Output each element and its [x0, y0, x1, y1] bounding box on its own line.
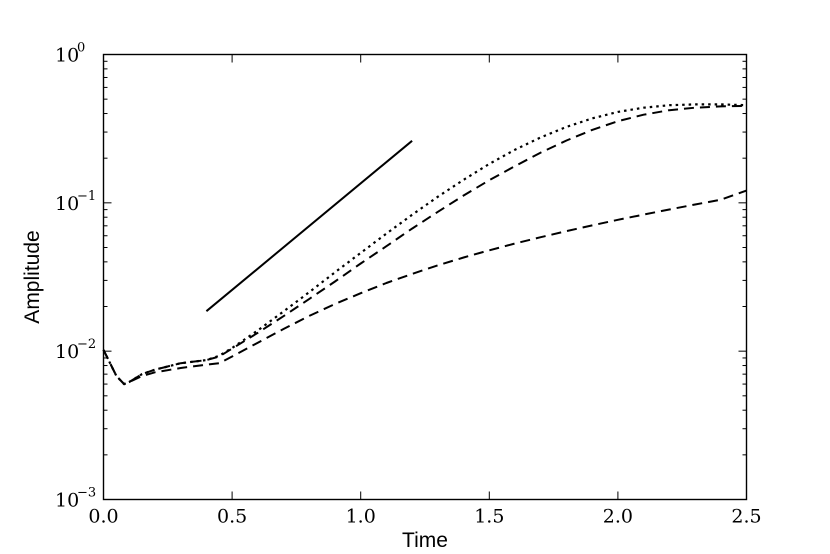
series-line-3 [102, 189, 747, 386]
x-tick-label: 2.0 [603, 506, 633, 528]
x-axis-label: Time [402, 529, 448, 552]
y-axis-label: Amplitude [21, 230, 44, 323]
y-tick-label-base: 10 [55, 341, 79, 363]
x-tick-label: 1.5 [474, 506, 504, 528]
y-tick-label-base: 10 [55, 490, 79, 512]
y-tick-label-base: 10 [55, 45, 79, 67]
y-tick-label-exponent: −2 [77, 337, 96, 352]
series-layer [102, 103, 747, 386]
series-line-2 [102, 104, 747, 386]
series-line-1 [102, 103, 747, 386]
x-tick-label: 1.0 [346, 506, 376, 528]
x-tick-label: 2.5 [731, 506, 761, 528]
x-tick-label: 0.0 [88, 506, 118, 528]
y-tick-label-exponent: −1 [77, 189, 96, 204]
y-tick-label-base: 10 [55, 193, 79, 215]
series-line-4 [205, 140, 413, 312]
y-tick-label-exponent: 0 [77, 41, 85, 56]
tick-layer [103, 54, 747, 500]
x-tick-label: 0.5 [217, 506, 247, 528]
y-tick-label-exponent: −3 [77, 486, 96, 501]
plot-area-frame [102, 53, 748, 501]
